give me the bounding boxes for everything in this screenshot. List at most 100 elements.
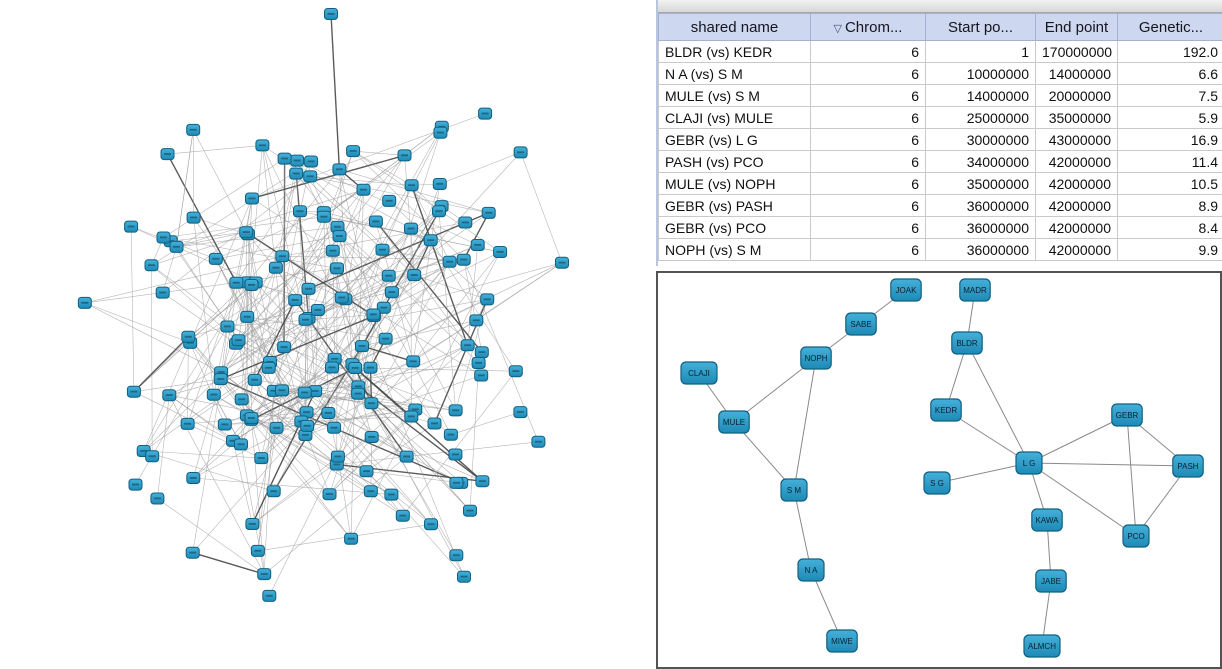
network-node[interactable] — [427, 417, 442, 430]
name-cell[interactable]: BLDR (vs) KEDR — [658, 40, 811, 63]
network-node[interactable] — [288, 294, 303, 307]
subnetwork-edge[interactable] — [733, 357, 817, 423]
network-node[interactable] — [217, 418, 232, 431]
network-node[interactable] — [144, 259, 159, 272]
subnetwork-node-gebr[interactable]: GEBR — [1111, 403, 1143, 427]
network-node[interactable] — [432, 178, 447, 190]
name-cell[interactable]: GEBR (vs) L G — [658, 128, 811, 151]
network-node[interactable] — [145, 450, 160, 463]
network-node[interactable] — [325, 244, 340, 257]
network-node[interactable] — [298, 313, 313, 326]
network-node[interactable] — [404, 222, 418, 235]
genetic-cell[interactable]: 10.5 — [1117, 172, 1222, 195]
subnetwork-edge[interactable] — [1028, 462, 1137, 537]
start-point-cell[interactable]: 35000000 — [925, 172, 1036, 195]
network-node[interactable] — [555, 256, 569, 269]
network-node[interactable] — [332, 163, 347, 176]
node-shape[interactable] — [718, 410, 750, 434]
node-shape[interactable] — [1111, 403, 1143, 427]
end-point-cell[interactable]: 170000000 — [1035, 40, 1118, 63]
chromosome-cell[interactable]: 6 — [810, 62, 926, 85]
network-node[interactable] — [424, 518, 438, 531]
chromosome-cell[interactable]: 6 — [810, 150, 926, 173]
start-point-cell[interactable]: 36000000 — [925, 216, 1036, 239]
end-point-cell[interactable]: 14000000 — [1035, 62, 1118, 85]
network-node[interactable] — [269, 421, 284, 434]
network-node[interactable] — [330, 450, 345, 463]
network-node[interactable] — [404, 179, 419, 192]
subnetwork-edge[interactable] — [1028, 414, 1128, 464]
network-node[interactable] — [257, 568, 272, 581]
end-point-cell[interactable]: 42000000 — [1035, 150, 1118, 173]
network-node[interactable] — [378, 332, 393, 345]
network-node[interactable] — [475, 475, 490, 488]
node-shape[interactable] — [680, 361, 718, 385]
subnetwork-node-madr[interactable]: MADR — [959, 278, 991, 302]
subnetwork-node-jabe[interactable]: JABE — [1035, 569, 1067, 593]
network-node[interactable] — [366, 308, 381, 321]
end-point-cell[interactable]: 42000000 — [1035, 194, 1118, 217]
network-node[interactable] — [344, 532, 359, 545]
network-node[interactable] — [181, 330, 196, 343]
table-row[interactable]: N A (vs) S M 6 10000000 14000000 6.6 — [658, 62, 1222, 85]
network-node[interactable] — [406, 355, 421, 368]
subnetwork-node-mule[interactable]: MULE — [718, 410, 750, 434]
network-node[interactable] — [239, 226, 254, 239]
network-node[interactable] — [346, 145, 361, 158]
subnetwork-node-n-a[interactable]: N A — [797, 558, 825, 582]
node-shape[interactable] — [923, 471, 951, 495]
network-node[interactable] — [245, 518, 260, 530]
network-node[interactable] — [304, 155, 319, 168]
subnetwork-edge[interactable] — [793, 489, 812, 571]
chromosome-cell[interactable]: 6 — [810, 216, 926, 239]
subnetwork-edge[interactable] — [1135, 465, 1189, 537]
name-cell[interactable]: N A (vs) S M — [658, 62, 811, 85]
network-node[interactable] — [310, 304, 325, 316]
network-node[interactable] — [275, 384, 289, 397]
network-node[interactable] — [290, 154, 305, 167]
table-row[interactable]: NOPH (vs) S M 6 36000000 42000000 9.9 — [658, 238, 1222, 261]
network-node[interactable] — [126, 385, 141, 398]
node-shape[interactable] — [1122, 524, 1150, 548]
network-node[interactable] — [432, 205, 446, 218]
network-node[interactable] — [180, 417, 195, 430]
network-node[interactable] — [262, 589, 277, 602]
network-node[interactable] — [364, 431, 379, 443]
node-shape[interactable] — [800, 346, 832, 370]
network-node[interactable] — [128, 478, 143, 491]
network-node[interactable] — [382, 194, 397, 207]
network-node[interactable] — [474, 369, 489, 382]
network-node[interactable] — [481, 206, 496, 219]
network-node[interactable] — [229, 276, 244, 289]
name-cell[interactable]: GEBR (vs) PCO — [658, 216, 811, 239]
network-node[interactable] — [356, 183, 371, 196]
network-node[interactable] — [384, 488, 399, 501]
network-node[interactable] — [457, 570, 471, 583]
name-cell[interactable]: MULE (vs) NOPH — [658, 172, 811, 195]
network-node[interactable] — [185, 546, 200, 559]
network-node[interactable] — [327, 421, 342, 434]
subnetwork-node-kedr[interactable]: KEDR — [930, 398, 962, 422]
network-node[interactable] — [376, 301, 391, 314]
subnetwork-node-s-m[interactable]: S M — [780, 478, 808, 502]
network-node[interactable] — [169, 240, 184, 253]
network-node[interactable] — [384, 286, 399, 299]
node-shape[interactable] — [1035, 569, 1067, 593]
network-node[interactable] — [513, 406, 528, 419]
network-node[interactable] — [247, 373, 262, 386]
node-shape[interactable] — [797, 558, 825, 582]
start-point-cell[interactable]: 30000000 — [925, 128, 1036, 151]
start-point-cell[interactable]: 10000000 — [925, 62, 1036, 85]
network-node[interactable] — [364, 397, 379, 410]
network-node[interactable] — [162, 389, 177, 402]
node-shape[interactable] — [826, 629, 858, 653]
network-node[interactable] — [474, 346, 489, 359]
genetic-cell[interactable]: 8.4 — [1117, 216, 1222, 239]
subnetwork-edge[interactable] — [793, 357, 817, 491]
genetic-cell[interactable]: 5.9 — [1117, 106, 1222, 129]
network-node[interactable] — [275, 250, 290, 263]
network-node[interactable] — [245, 192, 259, 205]
chromosome-cell[interactable]: 6 — [810, 40, 926, 63]
network-node[interactable] — [443, 428, 458, 441]
network-node[interactable] — [325, 361, 339, 374]
